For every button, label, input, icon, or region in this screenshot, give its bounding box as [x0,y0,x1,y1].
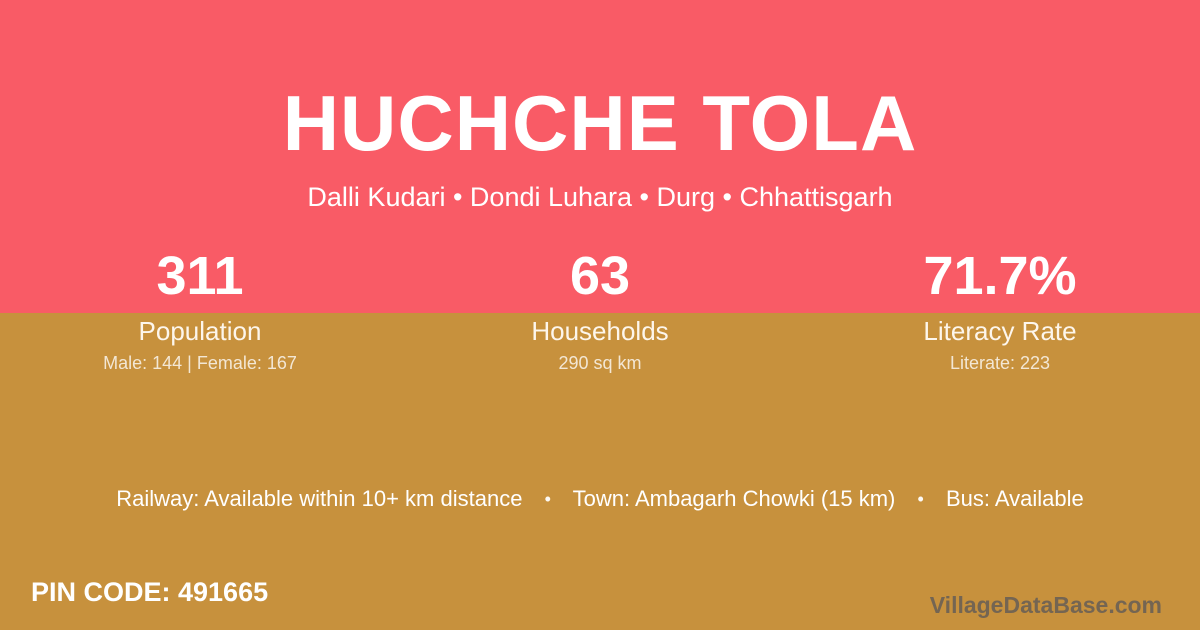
households-label: Households [531,316,669,346]
transit-info-line: Railway: Available within 10+ km distanc… [0,484,1200,514]
bullet-separator: • [917,489,924,509]
population-value: 311 [156,246,244,306]
stats-row: 311 Population Male: 144 | Female: 167 6… [0,247,1200,375]
households-value: 63 [569,246,631,306]
top-background-band [0,0,1200,313]
stat-households: 63 Households 290 sq km [400,247,800,375]
town-info: Town: Ambagarh Chowki (15 km) [572,486,896,511]
railway-info: Railway: Available within 10+ km distanc… [116,486,523,511]
village-title: HUCHCHE TOLA [282,79,918,167]
stat-literacy: 71.7% Literacy Rate Literate: 223 [800,247,1200,375]
literacy-value: 71.7% [923,246,1077,306]
stat-population: 311 Population Male: 144 | Female: 167 [0,247,400,375]
population-detail: Male: 144 | Female: 167 [103,353,297,373]
literacy-detail: Literate: 223 [949,353,1051,373]
bus-info: Bus: Available [945,486,1084,511]
bottom-background-band [0,313,1200,630]
pin-code-label: PIN CODE: 491665 [31,577,269,607]
site-watermark: VillageDataBase.com [929,592,1162,618]
location-breadcrumb: Dalli Kudari • Dondi Luhara • Durg • Chh… [307,182,893,212]
bullet-separator: • [544,489,551,509]
literacy-label: Literacy Rate [923,316,1077,346]
population-label: Population [138,316,262,346]
households-detail: 290 sq km [558,353,642,373]
